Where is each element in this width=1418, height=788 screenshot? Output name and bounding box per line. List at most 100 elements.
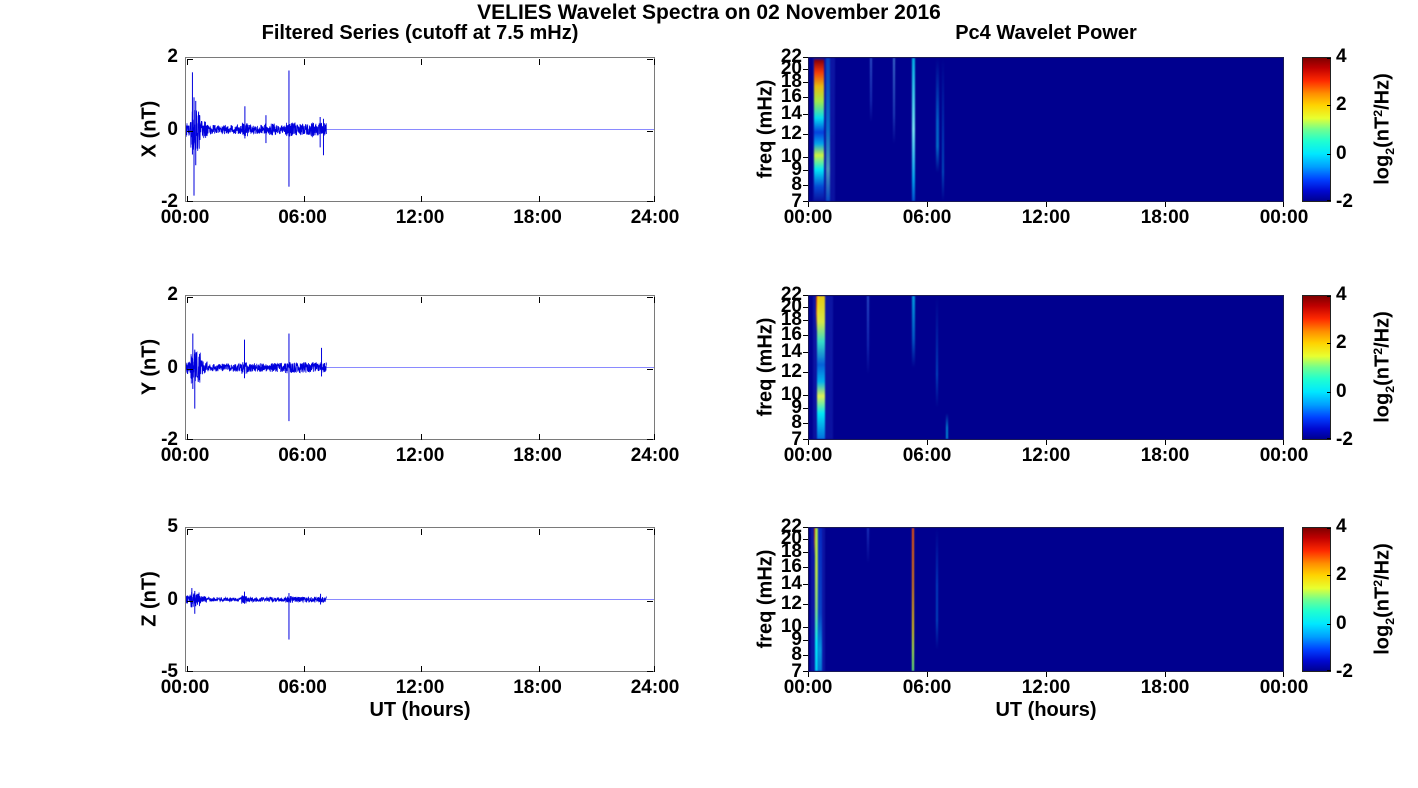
colorbar-tick-label: 0 [1336,380,1347,402]
cb-tick-mark [1327,343,1331,345]
x-tick-label: 18:00 [513,445,562,466]
freq-tick-mark [803,133,808,135]
cb-label-sub: 2 [1383,385,1398,393]
freq-tick-label: 16 [780,324,802,346]
cb-label-part: log [1371,624,1394,655]
x-tick-label: 06:00 [902,677,952,698]
x-tick-mark [654,434,655,440]
x-tick-label: 00:00 [783,445,833,466]
freq-tick-label: 20 [780,296,802,318]
z-series-panel [185,527,655,672]
x-tick-mark [421,434,422,440]
wavelet-power-feature [946,296,949,439]
wavelet-power-feature [816,296,826,439]
x-tick-mark [303,196,305,202]
freq-tick-label: 22 [780,46,802,67]
y-tick-mark [187,297,193,298]
cb-label-part: (nT [1371,116,1394,148]
colorbar-axis-label: log2(nT2/Hz) [1371,73,1397,185]
x-tick-label: 12:00 [395,445,445,466]
y-filtered-series-plot [186,333,654,422]
wavelet-power-feature [825,58,830,201]
y-tick-mark [187,439,193,440]
x-tick-label: 24:00 [630,677,680,698]
y-tick-label: -2 [161,191,178,212]
wavelet-power-feature [867,296,870,439]
x-tick-label: 24:00 [630,207,680,228]
y-tick-mark [647,368,653,370]
freq-tick-mark [803,527,808,528]
wavelet-power-feature [911,528,914,671]
x-tick-mark [927,202,928,207]
x-tick-mark [538,297,540,303]
x-tick-mark [654,59,655,65]
x-tick-mark [538,59,540,65]
x-tick-mark [303,297,305,303]
noise-trace [186,351,327,384]
x-tick-mark [654,666,655,672]
y-tick-label: 0 [167,118,178,140]
freq-tick-mark [803,584,808,586]
x-tick-mark [1283,202,1284,207]
x-tick-mark [421,196,422,202]
freq-tick-mark [803,439,808,440]
y-axis-label-z: Z (nT) [138,571,161,627]
x-tick-mark [187,529,188,535]
x-tick-mark [1165,202,1166,207]
x-tick-mark [808,202,809,207]
freq-tick-mark [803,295,808,296]
freq-tick-label: 8 [791,412,802,434]
y-tick-mark [647,600,653,602]
y-tick-mark [647,671,653,672]
wavelet-power-feature [813,58,824,201]
x-tick-mark [421,297,422,303]
freq-tick-mark [803,320,808,322]
freq-tick-mark [803,97,808,99]
freq-tick-mark [803,185,808,187]
freq-tick-mark [803,539,808,541]
cb-label-sub: 2 [1383,147,1398,155]
wavelet-power-feature [942,58,945,201]
x-tick-mark [538,529,540,535]
wavelet-power-feature [912,296,915,439]
cb-tick-mark [1327,153,1331,155]
x-tick-label: 18:00 [1140,677,1190,698]
freq-axis-label: freq (mHz) [754,549,777,649]
x-series-panel [185,57,655,202]
x-tick-label: 18:00 [1140,207,1190,228]
freq-tick-mark [803,640,808,642]
colorbar-tick-label: 4 [1336,46,1347,67]
freq-tick-label: 9 [791,159,802,181]
colorbar [1302,295,1331,440]
x-tick-label: 12:00 [1021,207,1071,228]
colorbar-axis-label: log2(nT2/Hz) [1371,543,1397,655]
y-tick-label: -2 [161,429,178,450]
colorbar-tick-label: 4 [1336,284,1347,305]
left-column-title: Filtered Series (cutoff at 7.5 mHz) [261,22,579,44]
cb-label-part: log [1371,154,1394,185]
y-tick-mark [187,529,193,530]
x-tick-label: 00:00 [1259,677,1309,698]
y-tick-mark [647,59,653,60]
freq-tick-mark [803,307,808,309]
x-tick-mark [303,529,305,535]
x-tick-mark [1283,440,1284,445]
y-tick-mark [647,529,653,530]
cb-tick-mark [1327,623,1331,625]
colorbar-tick-label: -2 [1336,191,1353,212]
freq-tick-mark [803,603,808,605]
x-tick-mark [187,196,188,202]
y-tick-mark [187,368,193,370]
freq-tick-mark [803,394,808,396]
x-tick-mark [808,672,809,677]
x-tick-label: 00:00 [160,677,210,698]
x-tick-label: 00:00 [160,445,210,466]
colorbar-tick-label: 0 [1336,612,1347,634]
z-filtered-series-plot [186,588,654,640]
x-tick-label: 06:00 [902,207,952,228]
x-tick-mark [654,297,655,303]
x-tick-mark [187,297,188,303]
cb-label-sup: 2 [1370,347,1385,355]
colorbar-tick-label: 4 [1336,516,1347,537]
x-tick-mark [303,434,305,440]
